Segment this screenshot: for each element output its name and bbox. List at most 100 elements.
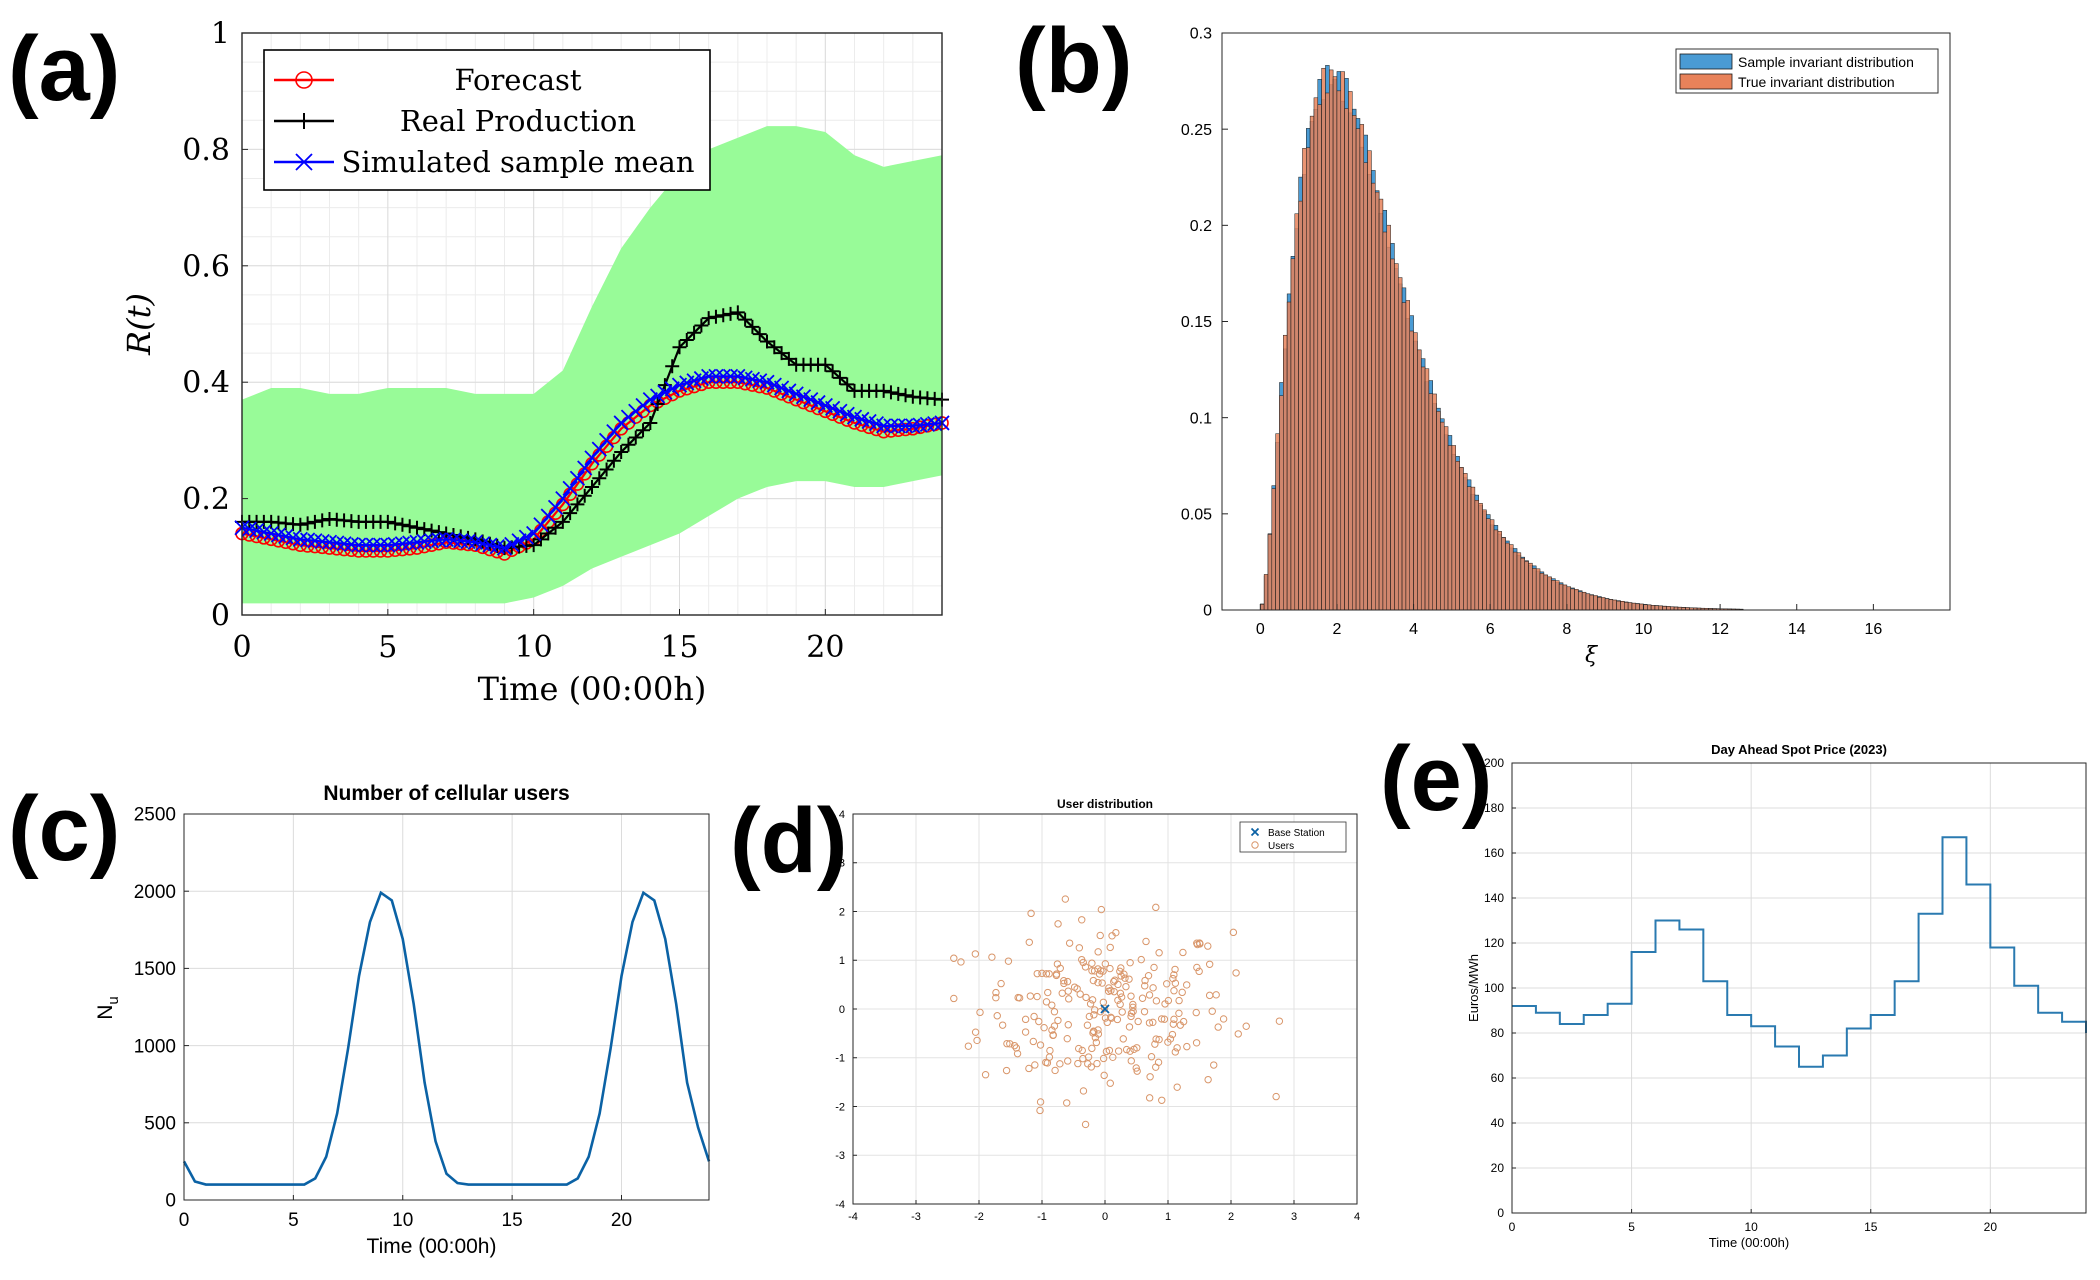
panel-a-letter: (a) bbox=[8, 18, 120, 120]
user-point bbox=[1064, 1021, 1072, 1029]
true-bin-bar bbox=[1306, 147, 1311, 611]
user-point bbox=[1170, 971, 1178, 979]
y-axis-label: Euros/MWh bbox=[1466, 954, 1481, 1022]
legend-swatch bbox=[1679, 73, 1733, 90]
base-station-point bbox=[1100, 1004, 1110, 1014]
legend-entry-label: True invariant distribution bbox=[1738, 74, 1895, 90]
data-point bbox=[606, 453, 621, 468]
user-point bbox=[1129, 1007, 1137, 1016]
y-axis-label: Nu bbox=[94, 996, 122, 1020]
user-point bbox=[1004, 957, 1013, 965]
panel-c-letter: (c) bbox=[8, 778, 120, 880]
data-point bbox=[395, 517, 410, 532]
user-point bbox=[1154, 1058, 1163, 1067]
x-tick-label: 5 bbox=[1628, 1220, 1635, 1234]
data-point bbox=[745, 319, 760, 334]
user-point bbox=[1145, 991, 1154, 999]
user-point bbox=[1152, 1035, 1160, 1043]
data-point bbox=[431, 525, 446, 540]
true-bin-bar bbox=[1635, 603, 1640, 611]
user-point bbox=[1060, 977, 1068, 985]
true-bin-bar bbox=[1558, 583, 1564, 611]
data-point bbox=[496, 540, 513, 556]
plot-area bbox=[184, 814, 709, 1200]
user-point bbox=[957, 958, 965, 966]
true-bin-bar bbox=[1294, 213, 1299, 611]
data-point bbox=[577, 460, 593, 476]
x-axis-label: Time (00:00h) bbox=[478, 670, 707, 708]
user-point bbox=[1149, 1018, 1157, 1027]
data-point bbox=[891, 423, 906, 438]
user-point bbox=[1234, 1030, 1242, 1038]
user-point bbox=[1171, 1048, 1180, 1056]
user-point bbox=[1173, 1044, 1181, 1052]
user-point bbox=[1043, 1059, 1052, 1067]
true-bin-bar bbox=[1417, 349, 1422, 611]
y-tick-label: 0.15 bbox=[1181, 314, 1212, 331]
user-point bbox=[1063, 1034, 1071, 1043]
user-point bbox=[1090, 1011, 1098, 1019]
user-point bbox=[1088, 1044, 1096, 1053]
user-point bbox=[981, 1071, 990, 1079]
data-point bbox=[329, 535, 345, 551]
true-bin-bar bbox=[1535, 568, 1541, 611]
data-point bbox=[643, 415, 658, 430]
user-point bbox=[1002, 1066, 1011, 1075]
true-bin-bar bbox=[1520, 557, 1525, 611]
user-point bbox=[1192, 1039, 1201, 1047]
data-point bbox=[388, 516, 403, 531]
user-point bbox=[1070, 983, 1079, 991]
true-bin-bar bbox=[1413, 332, 1418, 611]
data-point bbox=[460, 533, 476, 550]
user-point bbox=[1179, 1017, 1188, 1026]
data-point bbox=[533, 517, 549, 533]
data-point bbox=[665, 359, 680, 374]
data-point bbox=[504, 536, 520, 553]
true-bin-bar bbox=[1325, 92, 1330, 611]
user-point bbox=[1036, 1041, 1045, 1049]
data-point bbox=[628, 430, 643, 445]
user-point bbox=[1193, 939, 1201, 947]
user-point bbox=[1097, 905, 1106, 914]
data-point bbox=[760, 334, 774, 349]
true-bin-bar bbox=[1420, 366, 1426, 611]
true-bin-bar bbox=[1405, 300, 1410, 611]
user-point bbox=[1085, 1012, 1094, 1021]
true-bin-bar bbox=[1524, 561, 1529, 611]
data-point bbox=[752, 327, 767, 342]
data-point bbox=[402, 519, 417, 534]
user-point bbox=[1104, 987, 1113, 995]
y-tick-label: 1000 bbox=[134, 1036, 176, 1057]
user-point bbox=[1081, 963, 1090, 971]
user-point bbox=[1088, 967, 1096, 975]
data-point bbox=[701, 368, 717, 385]
data-point bbox=[767, 340, 782, 355]
user-point bbox=[1229, 928, 1238, 937]
user-point bbox=[1114, 1047, 1123, 1055]
data-point bbox=[533, 532, 548, 547]
data-point bbox=[307, 533, 323, 549]
data-point bbox=[883, 418, 899, 434]
true-bin-bar bbox=[1509, 544, 1514, 611]
data-point bbox=[898, 388, 913, 403]
user-point bbox=[1102, 1047, 1111, 1056]
user-point bbox=[1021, 1028, 1030, 1036]
user-point bbox=[1142, 937, 1150, 946]
data-point bbox=[628, 403, 644, 419]
true-bin-bar bbox=[1616, 600, 1621, 611]
data-point bbox=[723, 306, 738, 321]
chart-c-cellular-users: 0 5 10 15 20 0 500 1000 1500 2000 2500 Number of ce… bbox=[94, 782, 711, 1258]
data-point bbox=[818, 357, 833, 372]
y-tick-label: 60 bbox=[1491, 1071, 1505, 1085]
data-point bbox=[905, 418, 921, 434]
user-point bbox=[1003, 1039, 1011, 1048]
legend-box bbox=[263, 49, 711, 191]
user-point bbox=[1129, 1003, 1137, 1012]
x-tick-label: 0 bbox=[179, 1210, 190, 1231]
user-point bbox=[1101, 960, 1110, 968]
user-point bbox=[1204, 942, 1212, 950]
data-point bbox=[511, 533, 527, 549]
true-bin-bar bbox=[1271, 488, 1276, 611]
user-point bbox=[1078, 916, 1086, 924]
